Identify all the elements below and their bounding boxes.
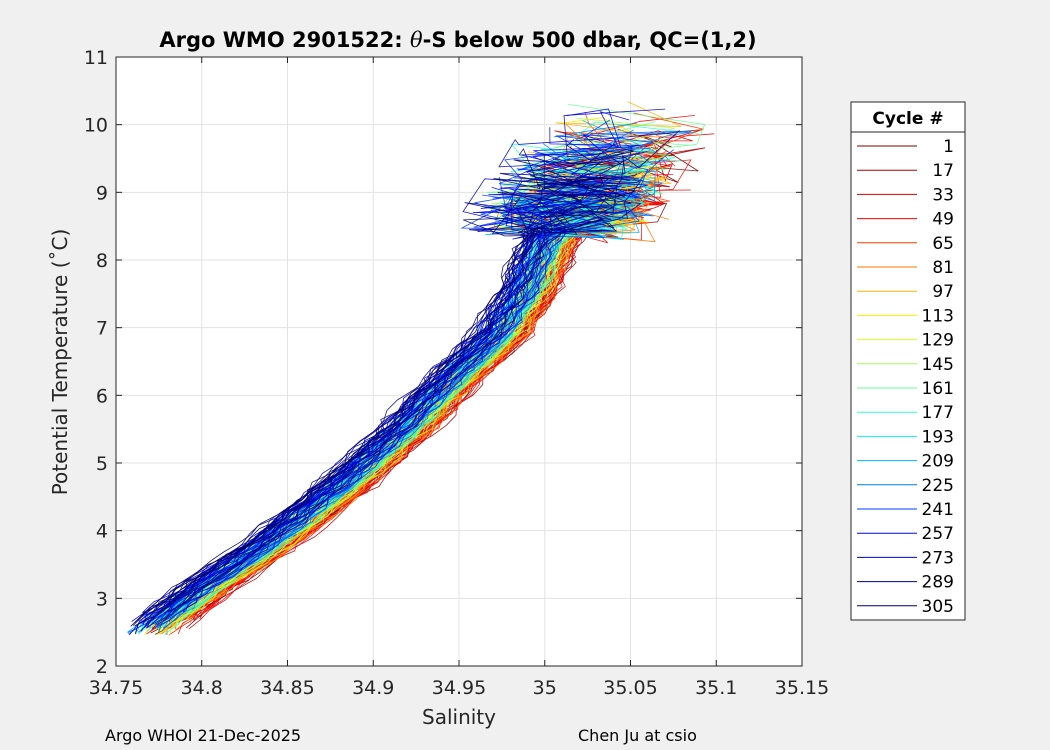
x-tick-label: 35 <box>533 677 557 699</box>
x-tick-label: 35.05 <box>603 677 657 699</box>
x-tick-label: 34.95 <box>432 677 486 699</box>
x-axis-label: Salinity <box>422 705 496 729</box>
y-tick-label: 10 <box>84 115 108 137</box>
y-tick-label: 2 <box>96 656 108 678</box>
y-tick-label: 4 <box>96 521 108 543</box>
x-tick-label: 34.85 <box>260 677 314 699</box>
legend-entry-label: 33 <box>932 185 954 205</box>
profile-line <box>151 218 567 630</box>
y-tick-label: 9 <box>96 182 108 204</box>
y-tick-label: 11 <box>84 47 108 69</box>
legend-entry-label: 177 <box>922 403 954 423</box>
profile-line <box>173 188 641 627</box>
legend-entry-label: 209 <box>922 452 954 472</box>
legend-entry-label: 129 <box>922 331 954 351</box>
profile-line <box>132 230 606 626</box>
title-theta: θ <box>410 28 423 52</box>
x-tick-label: 35.1 <box>695 677 737 699</box>
profile-line <box>167 187 615 613</box>
legend-entry-label: 81 <box>932 258 954 278</box>
profile-line <box>183 182 595 619</box>
legend-entry-label: 225 <box>922 476 954 496</box>
chart-title: Argo WMO 2901522: θ-S below 500 dbar, QC… <box>159 28 756 52</box>
grid-lines <box>116 57 802 666</box>
legend-entry-label: 273 <box>922 548 954 568</box>
y-axis-label: Potential Temperature (˚C) <box>48 229 72 496</box>
legend-entry-label: 97 <box>932 282 954 302</box>
y-tick-label: 7 <box>96 318 108 340</box>
legend-entry-label: 257 <box>922 524 954 544</box>
legend-entry-label: 161 <box>922 379 954 399</box>
x-tick-label: 34.9 <box>352 677 394 699</box>
profile-line <box>155 173 638 614</box>
profile-line <box>169 213 576 636</box>
legend: Cycle # 1 17 33 49 65 81 97 113 129 145 161 177 193 2… <box>850 101 966 621</box>
y-tick-label: 6 <box>96 385 108 407</box>
profile-line <box>170 173 642 616</box>
legend-title: Cycle # <box>872 109 943 129</box>
y-tick-label: 8 <box>96 250 108 272</box>
profile-line <box>168 185 622 613</box>
x-tick-label: 34.75 <box>89 677 143 699</box>
legend-entry-label: 289 <box>922 573 954 593</box>
footer-right: Chen Ju at csio <box>578 726 697 745</box>
profile-line <box>180 183 648 622</box>
title-prefix: Argo WMO 2901522: <box>159 28 410 52</box>
y-tick-label: 3 <box>96 588 108 610</box>
legend-entry-label: 193 <box>922 427 954 447</box>
legend-entry-label: 49 <box>932 210 954 230</box>
profile-line <box>140 148 626 617</box>
y-tick-label: 5 <box>96 453 108 475</box>
profile-line <box>146 172 643 629</box>
legend-entry-label: 241 <box>922 500 954 520</box>
profile-line <box>156 130 680 626</box>
title-suffix: -S below 500 dbar, QC=(1,2) <box>423 28 757 52</box>
x-tick-label: 34.8 <box>181 677 223 699</box>
profile-line <box>166 158 647 628</box>
profile-line <box>162 120 656 629</box>
profile-line <box>148 209 553 623</box>
legend-entry-label: 113 <box>922 306 954 326</box>
profile-line <box>134 154 615 635</box>
legend-entry-label: 65 <box>932 234 954 254</box>
profile-line <box>160 209 630 620</box>
legend-entries: 1 17 33 49 65 81 97 113 129 145 161 177 193 209 225 241… <box>857 137 954 617</box>
legend-entry-label: 1 <box>943 137 954 157</box>
profile-lines <box>126 101 715 636</box>
legend-entry-label: 305 <box>922 597 954 617</box>
y-axis-ticks: 2 3 4 5 6 7 8 9 10 11 <box>84 47 802 678</box>
profile-line <box>142 189 627 614</box>
profile-line <box>130 159 617 627</box>
legend-entry-label: 145 <box>922 355 954 375</box>
x-axis-ticks: 34.75 34.8 34.85 34.9 34.95 35 35.05 35.1 35.15 <box>89 57 829 699</box>
profile-line <box>142 148 637 623</box>
legend-entry-label: 17 <box>932 161 954 181</box>
x-tick-label: 35.15 <box>775 677 829 699</box>
footer-left: Argo WHOI 21-Dec-2025 <box>105 726 302 745</box>
